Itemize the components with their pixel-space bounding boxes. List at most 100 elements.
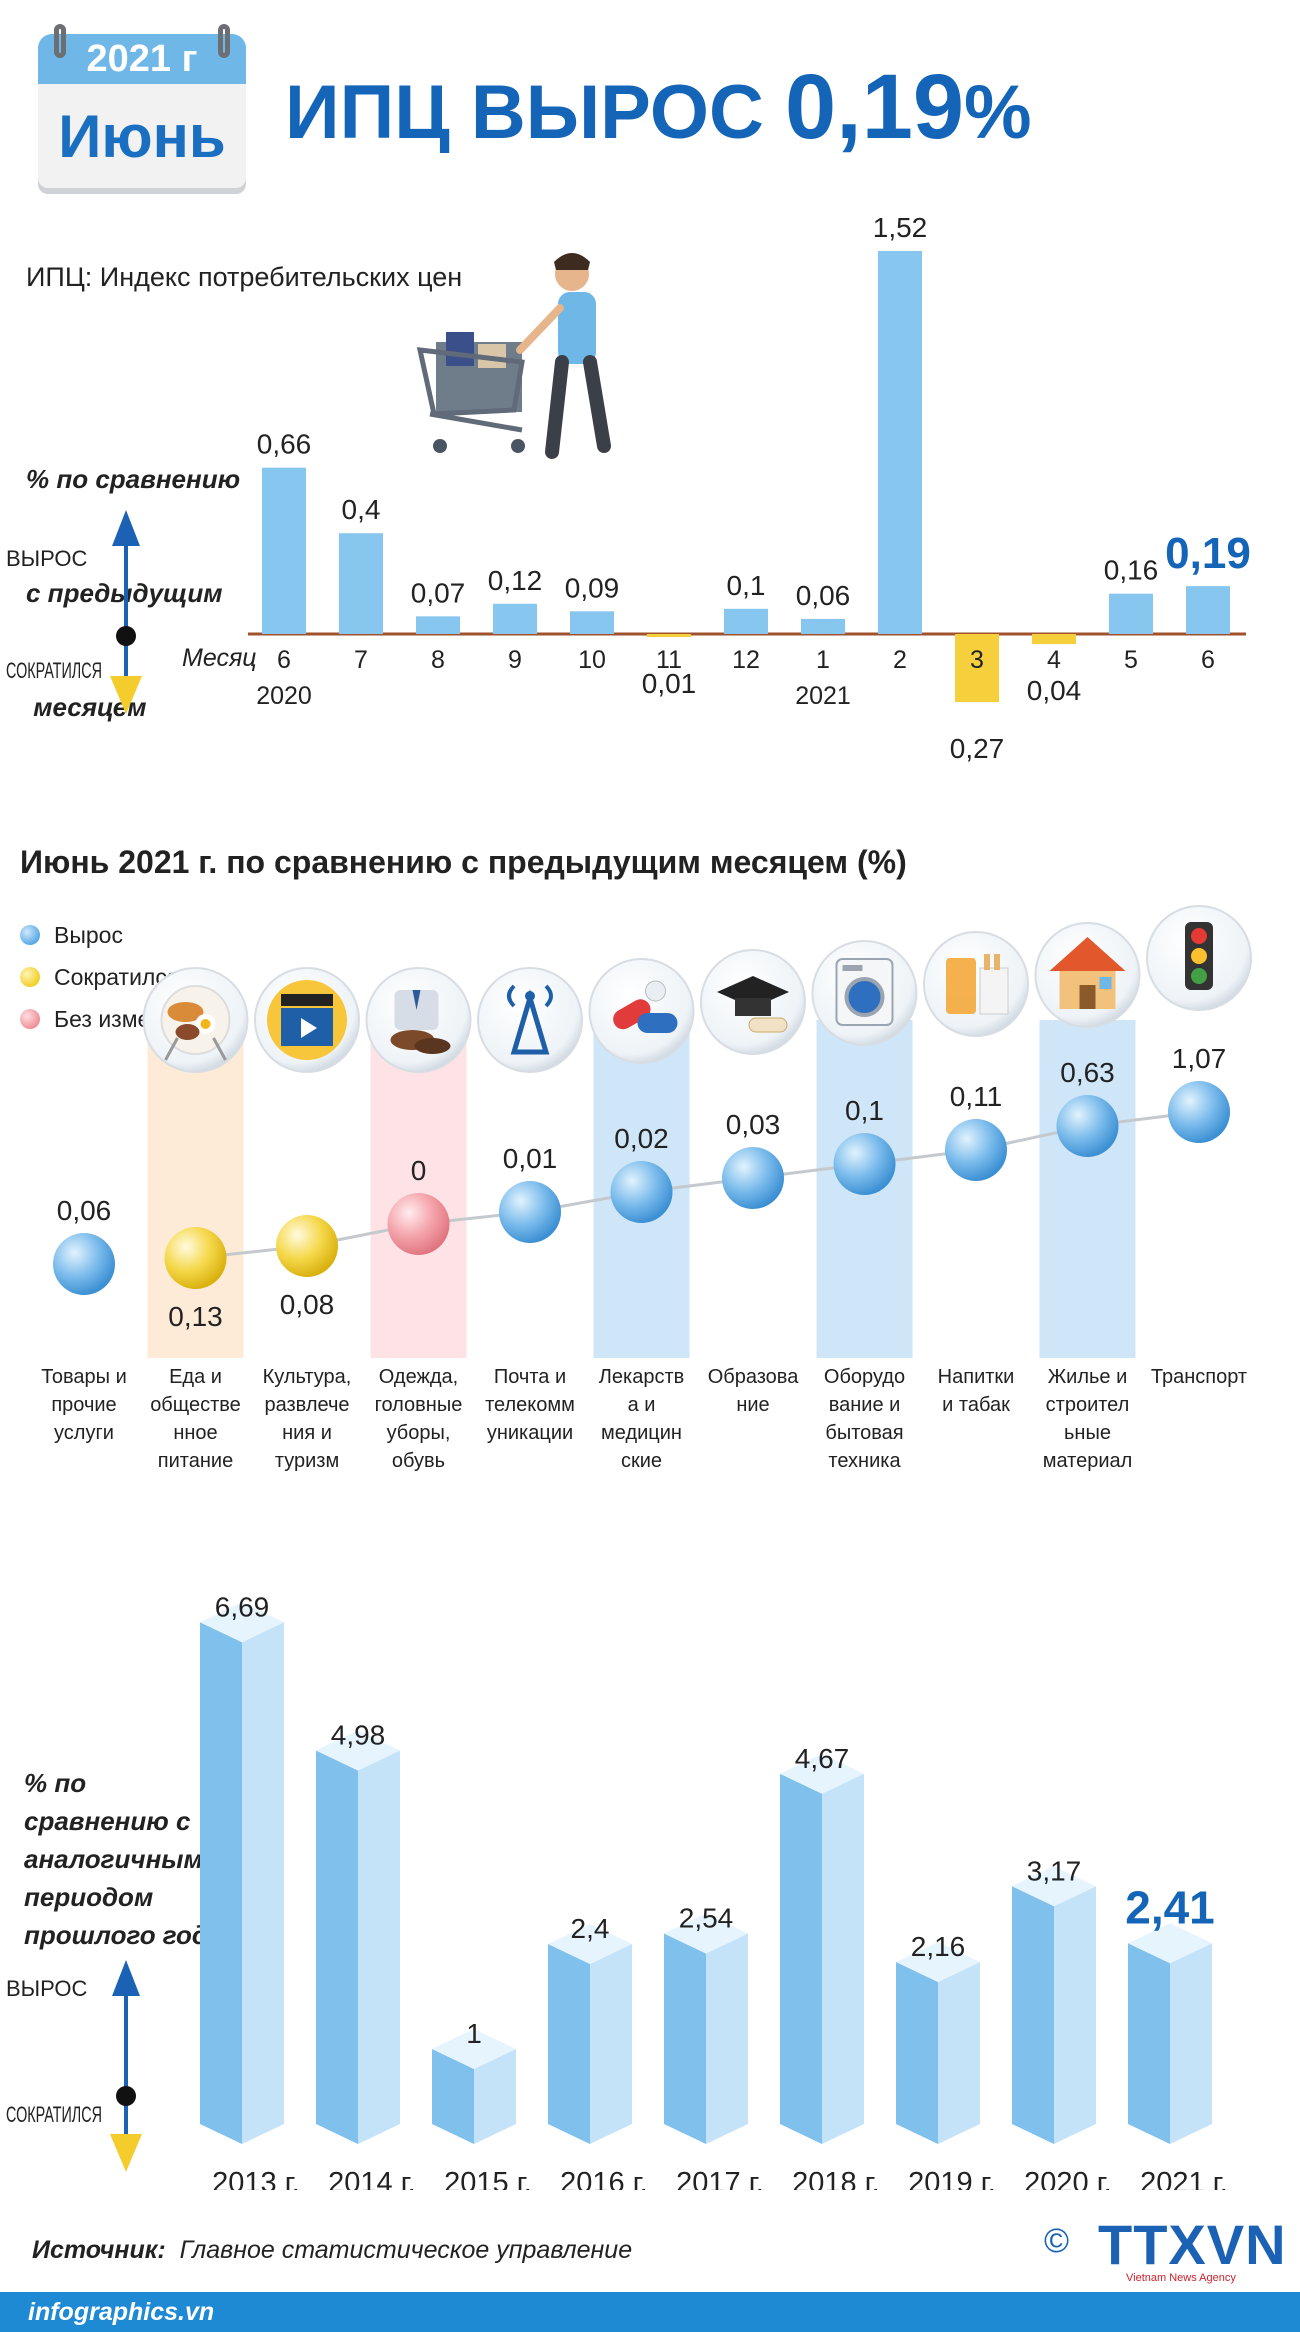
bar-right-face (474, 2049, 516, 2144)
icon-part (301, 1018, 317, 1038)
bar-value-label: 3,17 (1027, 1855, 1082, 1886)
calendar-badge: 2021 г Июнь (38, 12, 246, 188)
calendar-month: Июнь (58, 103, 226, 170)
category-value-label: 0,11 (950, 1081, 1002, 1112)
month-tick-label: 4 (1047, 646, 1061, 674)
category-label-line: Напитки (938, 1366, 1015, 1388)
monthly-bars: 0,6660,470,0780,1290,09100,01110,1120,06… (256, 212, 1251, 764)
icon-part (979, 967, 1009, 1015)
month-bar (570, 611, 614, 634)
category-label-line: Транспорт (1151, 1366, 1247, 1388)
bar-left-face (896, 1962, 938, 2144)
icon-part (164, 1037, 179, 1061)
category-label-line: Оборудо (824, 1366, 905, 1388)
category-label-line: бытовая (825, 1422, 903, 1444)
decrease-label: СОКРАТИЛСЯ (6, 658, 102, 683)
title-value: 0,19 (784, 56, 965, 158)
month-tick-label: 1 (816, 646, 830, 674)
category-label-line: а и (628, 1394, 656, 1416)
washing-machine-icon (811, 940, 918, 1046)
icon-part (414, 1038, 451, 1054)
year-bar (548, 1924, 632, 2144)
calendar-header (38, 34, 246, 84)
year-tick-label: 2018 г. (792, 2167, 880, 2190)
caption-line: с предыдущим (26, 578, 223, 608)
month-bar (493, 603, 537, 634)
icon-part (994, 954, 1000, 970)
drink-cigarettes-icon (923, 931, 1029, 1037)
category-dot (53, 1233, 115, 1295)
icon-part (281, 994, 333, 1006)
year-bar (780, 1753, 864, 2144)
category-label-line: вание и (829, 1394, 901, 1416)
bar-value-label: 2,4 (571, 1913, 610, 1944)
month-tick-label: 8 (431, 646, 445, 674)
calendar-ring-right (218, 24, 230, 58)
month-bar (1032, 634, 1076, 645)
category-label-line: прочие (51, 1394, 116, 1416)
bar-right-face (590, 1944, 632, 2144)
category-label-line: туризм (275, 1450, 339, 1472)
site-credit: infographics.vn (28, 2298, 215, 2326)
radio-tower-icon (477, 967, 583, 1073)
month-tick-label: 12 (732, 646, 760, 674)
bar-top-face (316, 1730, 400, 1771)
month-bar (1109, 593, 1153, 634)
calendar-ring-left (54, 24, 66, 58)
category-dot (499, 1181, 561, 1243)
bar-top-face (200, 1602, 284, 1643)
bar-value-label: 2,41 (1125, 1881, 1215, 1933)
month-bar (878, 250, 922, 634)
category-label-line: ские (621, 1450, 662, 1472)
category-value-label: 0,02 (614, 1123, 669, 1154)
category-dot (387, 1193, 450, 1255)
icon-part (1099, 977, 1112, 989)
category-label-line: ние (736, 1394, 769, 1416)
category-highlight-column (1039, 1020, 1136, 1358)
category-dots: 0,06 Товары и прочие услуги 0,13 Еда и обществ… (41, 905, 1252, 1472)
month-bar (1186, 586, 1230, 634)
year-bar (316, 1730, 400, 2144)
icon-part (1191, 968, 1207, 984)
category-highlight-column (147, 1020, 244, 1358)
category-chart-title: Июнь 2021 г. по сравнению с предыдущим м… (20, 844, 907, 880)
increase-decrease-arrow (110, 510, 142, 714)
category-label-line: уборы, (387, 1422, 451, 1444)
icon-part (637, 1013, 678, 1033)
icon-part (1191, 928, 1207, 944)
yearly-chart: ВЫРОС СОКРАТИЛСЯ 6,69 2013 г. 4,98 2014 г. 1… (6, 1591, 1228, 2190)
category-label-line: Одежда, (379, 1366, 458, 1388)
bar-right-face (1054, 1886, 1096, 2144)
category-label-line: строител (1046, 1394, 1130, 1416)
category-label-line: Жилье и (1048, 1366, 1128, 1388)
category-value-label: 0,06 (57, 1195, 112, 1226)
category-label-line: обществе (150, 1394, 241, 1416)
category-value-label: 0,01 (503, 1143, 558, 1174)
year-tick-label: 2020 г. (1024, 2167, 1112, 2190)
year-tick-label: 2016 г. (560, 2167, 648, 2190)
year-tick-label: 2019 г. (908, 2167, 996, 2190)
year-tick-label: 2015 г. (444, 2167, 532, 2190)
month-bar (647, 634, 691, 637)
month-tick-label: 6 (1201, 646, 1215, 674)
category-value-label: 0,13 (168, 1301, 223, 1332)
month-tick-label: 10 (578, 646, 606, 674)
caption-line: % по (24, 1768, 87, 1798)
bar-value-label: 6,69 (215, 1591, 270, 1622)
category-label-line: ьные (1064, 1422, 1111, 1444)
year-tick-label: 2021 (795, 682, 851, 710)
bar-right-face (242, 1622, 284, 2144)
increase-decrease-arrow (110, 1960, 142, 2172)
category-label-line: головные (375, 1394, 463, 1416)
source-label: Источник: (32, 2236, 166, 2264)
yearly-bars: 6,69 2013 г. 4,98 2014 г. 1 2015 г. 2,4 2016 г.… (200, 1591, 1228, 2190)
year-tick-label: 2013 г. (212, 2167, 300, 2190)
bar-value-label: 0,12 (488, 565, 543, 596)
bar-value-label: 0,04 (1027, 675, 1082, 706)
bar-top-face (896, 1942, 980, 1982)
graduation-cap-icon (700, 949, 806, 1055)
year-tick-label: 2021 г. (1140, 2167, 1228, 2190)
calendar-year: 2021 г (86, 38, 198, 80)
category-label-line: ния и (282, 1422, 332, 1444)
food-plate-icon (142, 967, 249, 1073)
